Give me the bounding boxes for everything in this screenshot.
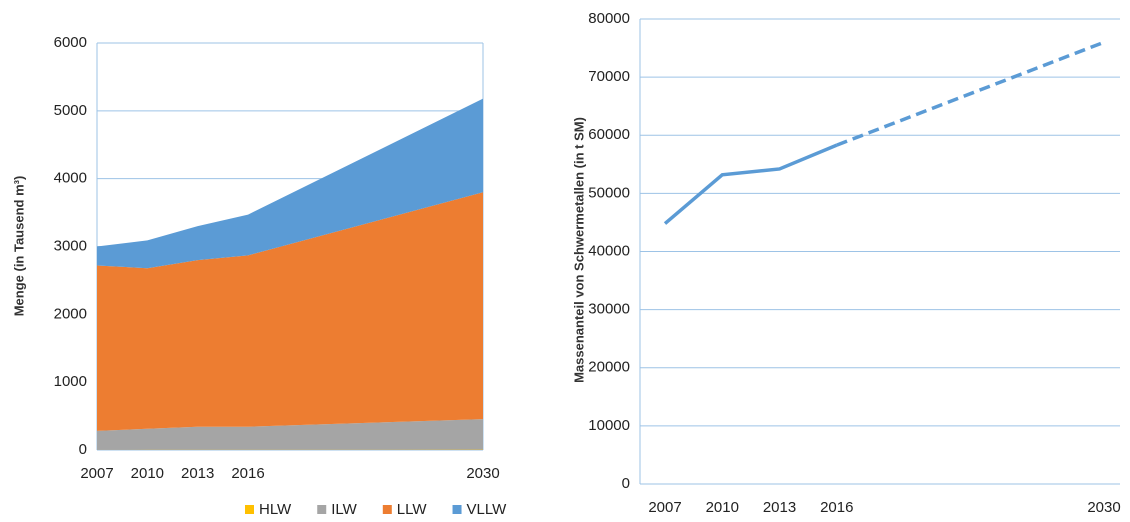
legend-swatch xyxy=(245,505,254,514)
y-tick-label: 50000 xyxy=(588,184,630,201)
y-axis-label: Menge (in Tausend m³) xyxy=(11,176,26,317)
x-tick-label: 2013 xyxy=(763,499,796,516)
area xyxy=(97,98,483,269)
x-tick-label: 2010 xyxy=(131,465,164,482)
legend-label: ILW xyxy=(331,501,357,518)
legend-swatch xyxy=(382,505,392,514)
x-tick-label: 2030 xyxy=(1087,499,1120,516)
y-tick-label: 60000 xyxy=(588,126,630,143)
legend-label: HLW xyxy=(259,501,292,518)
y-tick-label: 2000 xyxy=(54,305,87,322)
line xyxy=(663,143,838,225)
y-axis-label: Massenanteil von Schwermetallen (in t SM… xyxy=(571,117,586,383)
y-tick-label: 20000 xyxy=(588,359,630,376)
y-tick-label: 10000 xyxy=(588,417,630,434)
y-tick-label: 30000 xyxy=(588,301,630,318)
x-tick-label: 2030 xyxy=(466,465,499,482)
x-tick-label: 2016 xyxy=(820,499,853,516)
legend-label: LLW xyxy=(397,501,428,518)
y-tick-label: 1000 xyxy=(54,373,87,390)
legend-label: VLLW xyxy=(467,501,508,518)
x-tick-label: 2007 xyxy=(648,499,681,516)
legend-swatch xyxy=(452,505,462,514)
y-tick-label: 5000 xyxy=(54,102,87,119)
x-tick-label: 2010 xyxy=(706,499,739,516)
y-tick-label: 4000 xyxy=(54,170,87,187)
y-tick-label: 0 xyxy=(79,441,87,458)
y-tick-label: 3000 xyxy=(54,237,87,254)
legend-swatch xyxy=(317,505,327,514)
y-tick-label: 6000 xyxy=(54,34,87,51)
x-tick-label: 2007 xyxy=(80,465,113,482)
area xyxy=(97,192,483,431)
y-tick-label: 80000 xyxy=(588,10,630,27)
projection-line xyxy=(836,40,1105,147)
y-tick-label: 40000 xyxy=(588,242,630,259)
y-tick-label: 70000 xyxy=(588,68,630,85)
area xyxy=(97,419,483,450)
x-tick-label: 2013 xyxy=(181,465,214,482)
x-tick-label: 2016 xyxy=(231,465,264,482)
y-tick-label: 0 xyxy=(622,475,630,492)
